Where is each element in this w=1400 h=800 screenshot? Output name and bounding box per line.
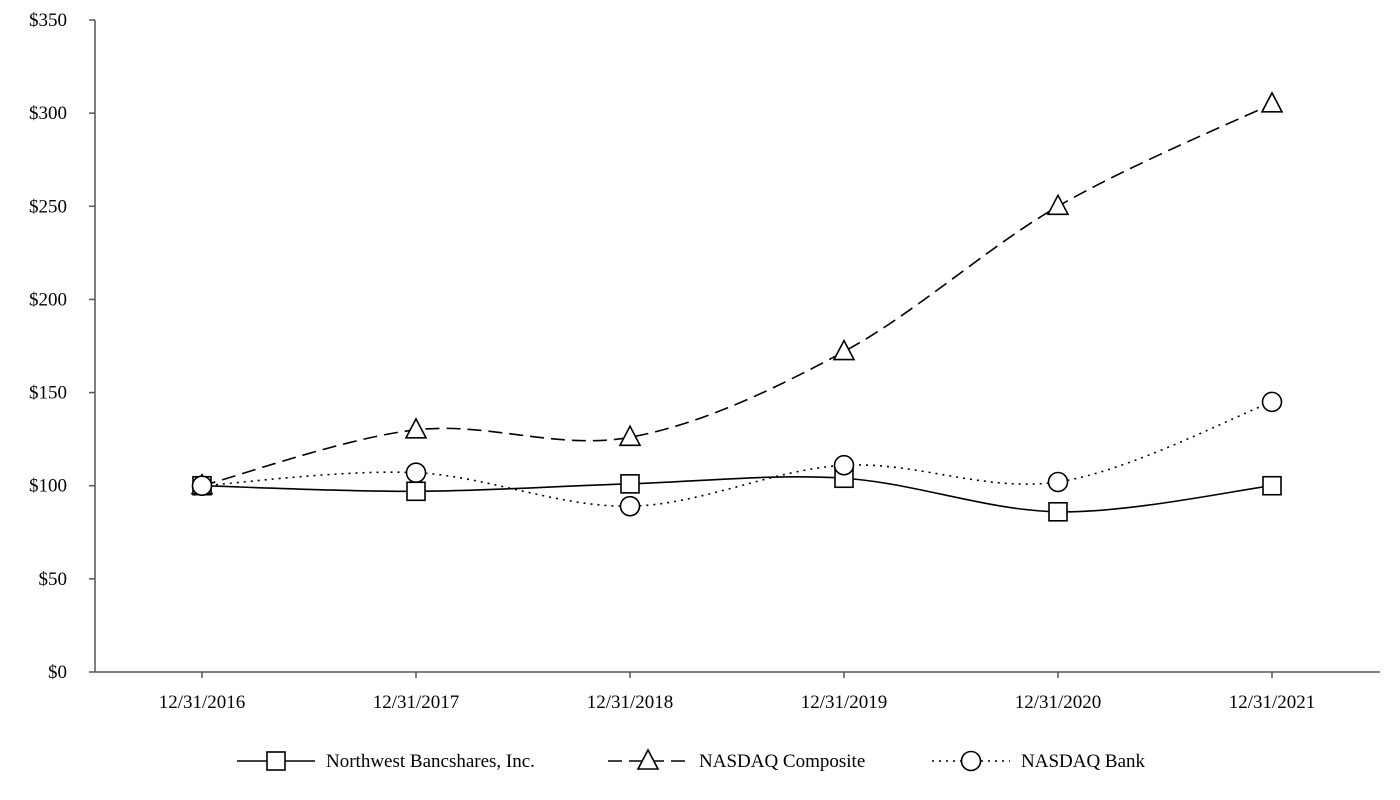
legend-label: NASDAQ Composite [699,751,865,772]
data-point-circle [1261,391,1283,413]
data-point-triangle [618,424,642,447]
data-point-circle [833,454,855,476]
data-point-triangle [832,338,856,361]
x-tick-label: 12/31/2018 [587,692,674,713]
data-point-triangle [1046,193,1070,216]
axes [94,20,1380,673]
legend-label: Northwest Bancshares, Inc. [326,751,535,772]
series-circle [191,391,1283,517]
y-tick-label: $200 [29,289,67,310]
data-point-square [620,474,640,494]
data-point-triangle [404,417,428,439]
series-triangle [190,91,1284,495]
legend-label: NASDAQ Bank [1021,751,1146,772]
series-square [192,468,1282,522]
series-layer [190,91,1284,522]
series-line [201,401,1273,508]
data-point-square [406,481,426,502]
y-tick-label: $300 [29,103,67,124]
legend-marker-square [266,751,286,771]
legend-item: NASDAQ Composite [608,748,865,772]
legend-marker-circle [960,750,982,772]
y-tick-label: $100 [29,476,67,497]
data-point-circle [619,495,641,517]
y-tick-label: $150 [29,383,67,404]
series-line [201,103,1273,487]
data-point-circle [405,462,427,483]
y-tick-label: $250 [29,196,67,217]
x-ticks: 12/31/2016 12/31/2017 12/31/2018 12/31/2019… [159,672,1316,713]
x-tick-label: 12/31/2019 [801,692,888,713]
data-point-circle [1047,471,1069,493]
x-tick-label: 12/31/2021 [1229,692,1316,713]
data-point-square [1048,501,1068,522]
x-tick-label: 12/31/2017 [373,692,460,713]
legend-item: NASDAQ Bank [932,750,1146,772]
legend: Northwest Bancshares, Inc. NASDAQ Composi… [237,748,1146,772]
x-tick-label: 12/31/2016 [159,692,246,713]
data-point-circle [191,475,213,497]
y-tick-label: $50 [39,569,68,590]
y-tick-label: $0 [48,662,67,683]
legend-item: Northwest Bancshares, Inc. [237,751,535,772]
y-tick-label: $350 [29,10,67,31]
data-point-square [1262,475,1282,496]
series-line [201,476,1273,513]
y-ticks: $0 $50 $100 $150 $200 $250 $300 $350 [29,10,95,683]
legend-marker-triangle [636,748,660,770]
x-tick-label: 12/31/2020 [1015,692,1102,713]
data-point-triangle [1260,91,1284,113]
